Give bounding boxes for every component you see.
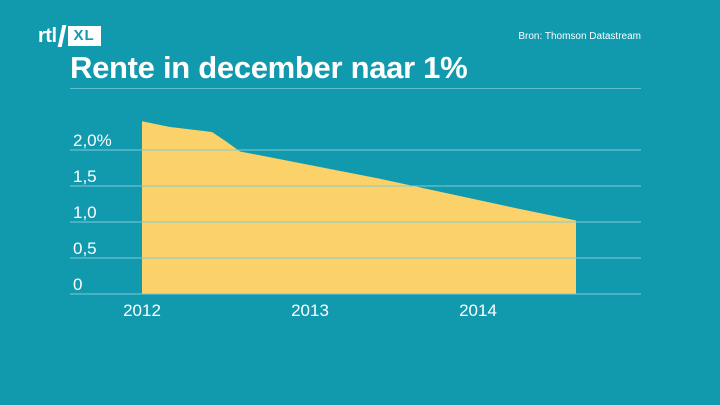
rtl-xl-logo: rtl XL — [38, 24, 101, 48]
page-title: Rente in december naar 1% — [70, 50, 468, 85]
logo-xl-badge: XL — [67, 26, 101, 46]
rate-area — [142, 121, 576, 294]
source-label: Bron: Thomson Datastream — [518, 31, 641, 42]
y-tick-label: 1,5 — [73, 167, 97, 186]
x-tick-label: 2012 — [123, 301, 161, 320]
x-tick-label: 2013 — [291, 301, 329, 320]
y-tick-label: 0 — [73, 275, 82, 294]
x-tick-label: 2014 — [459, 301, 497, 320]
logo-rtl-text: rtl — [38, 25, 57, 47]
y-tick-label: 1,0 — [73, 203, 97, 222]
y-tick-label: 0,5 — [73, 239, 97, 258]
y-tick-label: 2,0% — [73, 131, 112, 150]
title-divider — [70, 88, 641, 89]
